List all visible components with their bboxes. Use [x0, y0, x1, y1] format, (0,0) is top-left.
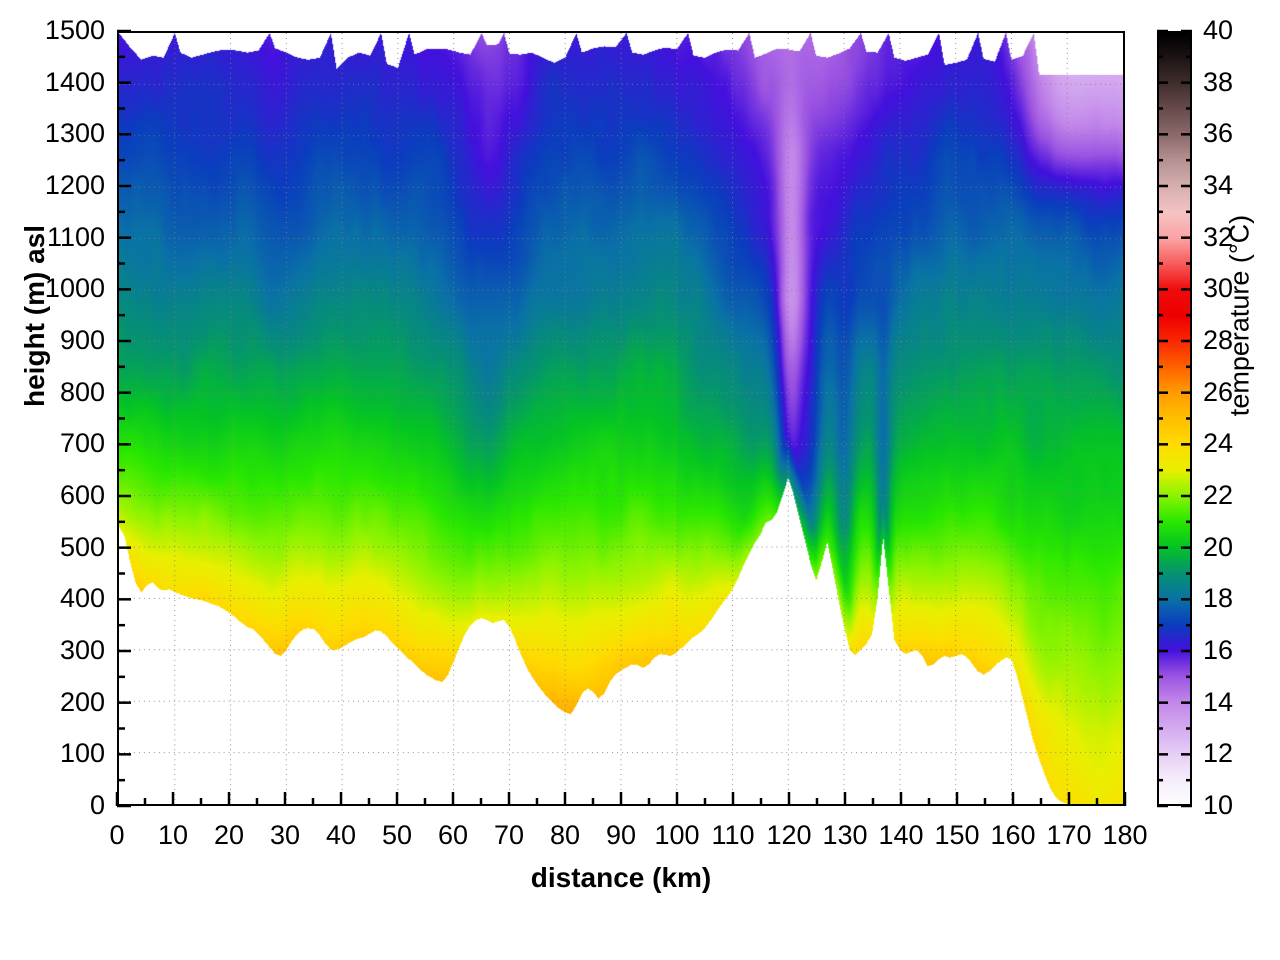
x-tick-label: 140	[878, 820, 924, 850]
colorbar-tick-label: 30	[1203, 273, 1234, 304]
colorbar-tick-label: 34	[1203, 170, 1234, 200]
x-tick-label: 110	[711, 820, 755, 850]
colorbar-tick-label: 28	[1203, 325, 1234, 355]
y-tick-label: 1400	[44, 66, 105, 97]
colorbar-tick-label: 24	[1203, 428, 1234, 459]
colorbar-tick-label: 16	[1203, 635, 1234, 665]
x-tick-label: 170	[1046, 820, 1092, 850]
colorbar-tick-label: 32	[1203, 221, 1234, 252]
y-axis-title: height (m) asl	[19, 225, 50, 408]
y-tick-label: 500	[59, 531, 105, 562]
colorbar-tick-label: 18	[1203, 583, 1234, 614]
y-tick-label: 600	[59, 480, 105, 510]
x-tick-label: 40	[325, 820, 357, 850]
colorbar-tick-label: 14	[1203, 686, 1234, 717]
x-tick-label: 150	[934, 820, 980, 850]
colorbar-tick-label: 40	[1203, 15, 1234, 45]
colorbar-tick-label: 12	[1203, 738, 1234, 769]
x-tick-label: 60	[437, 820, 469, 850]
x-tick-label: 90	[605, 820, 637, 850]
x-tick-label: 180	[1102, 820, 1148, 850]
y-tick-label: 1200	[44, 170, 105, 200]
colorbar-axis-title: temperature (°C)	[1224, 214, 1255, 417]
y-tick-label: 900	[59, 325, 105, 355]
y-tick-label: 300	[59, 635, 105, 665]
y-tick-label: 1500	[44, 15, 105, 45]
plot-area	[117, 31, 1125, 806]
colorbar-tick-label: 36	[1203, 118, 1234, 149]
y-tick-label: 0	[89, 790, 105, 820]
colorbar	[1157, 31, 1192, 806]
y-tick-label: 1100	[46, 221, 105, 252]
y-tick-label: 400	[59, 583, 105, 614]
x-tick-label: 20	[213, 820, 245, 850]
colorbar-tick-label: 10	[1203, 790, 1234, 820]
y-tick-label: 700	[59, 428, 105, 459]
y-tick-label: 200	[59, 686, 105, 717]
y-tick-label: 1300	[44, 118, 105, 149]
y-tick-label: 800	[59, 376, 105, 407]
y-tick-label: 1000	[44, 273, 105, 304]
x-tick-label: 30	[269, 820, 301, 850]
x-tick-label: 10	[157, 820, 189, 850]
x-tick-label: 0	[109, 820, 125, 850]
colorbar-gradient	[1159, 33, 1190, 804]
x-tick-label: 160	[990, 820, 1036, 850]
colorbar-tick-label: 20	[1203, 531, 1234, 562]
x-tick-label: 130	[822, 820, 868, 850]
plot-gridlines	[119, 33, 1123, 804]
x-tick-label: 100	[654, 820, 700, 850]
x-tick-label: 80	[549, 820, 581, 850]
colorbar-tick-label: 26	[1203, 376, 1234, 407]
colorbar-tick-label: 38	[1203, 66, 1234, 97]
y-tick-label: 100	[59, 738, 105, 769]
x-tick-label: 50	[381, 820, 413, 850]
x-axis-title: distance (km)	[530, 862, 712, 893]
x-tick-label: 70	[493, 820, 525, 850]
x-tick-label: 120	[766, 820, 812, 850]
colorbar-tick-label: 22	[1203, 480, 1234, 510]
